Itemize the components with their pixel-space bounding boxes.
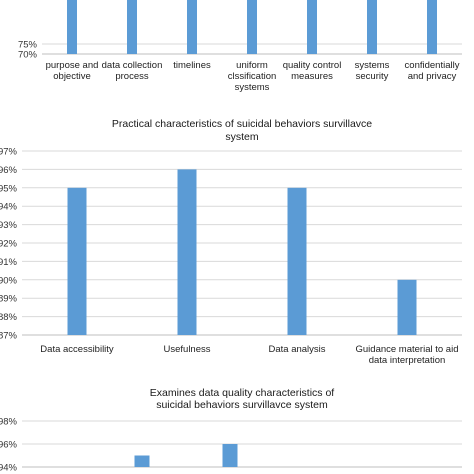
chart-title: suicidal behaviors survillavce system <box>156 399 328 411</box>
y-tick-label: 98% <box>0 417 18 428</box>
x-category-label: systems <box>235 82 270 93</box>
x-category-label: quality control <box>283 60 342 71</box>
x-category-label: data collection <box>102 60 163 71</box>
chart-title: Examines data quality characteristics of <box>150 387 334 399</box>
x-category-label: measures <box>291 71 333 82</box>
x-category-label: timelines <box>173 60 211 71</box>
y-tick-label: 75% <box>18 40 38 51</box>
x-category-label: and privacy <box>408 71 457 82</box>
y-tick-label: 94% <box>0 202 18 213</box>
x-category-label: confidentially <box>405 60 460 71</box>
bar <box>177 169 197 335</box>
bar <box>134 455 150 467</box>
x-category-label: Usefulness <box>164 344 211 355</box>
chart-title: Practical characteristics of suicidal be… <box>112 118 372 130</box>
x-category-label: objective <box>53 71 91 82</box>
y-tick-label: 92% <box>0 239 18 250</box>
bar <box>127 0 137 54</box>
bar <box>247 0 257 54</box>
y-tick-label: 89% <box>0 294 18 305</box>
x-category-label: process <box>115 71 149 82</box>
y-tick-label: 88% <box>0 312 18 323</box>
y-tick-label: 94% <box>0 463 18 474</box>
x-category-label: data interpretation <box>369 355 446 366</box>
y-tick-label: 91% <box>0 257 18 268</box>
y-tick-label: 87% <box>0 331 18 342</box>
y-tick-label: 96% <box>0 165 18 176</box>
bar <box>427 0 437 54</box>
x-category-label: Data accessibility <box>40 344 114 355</box>
x-category-label: Guidance material to aid <box>356 344 459 355</box>
x-category-label: purpose and <box>46 60 99 71</box>
bar <box>67 187 87 335</box>
y-tick-label: 96% <box>0 440 18 451</box>
y-tick-label: 70% <box>18 50 38 61</box>
chart-2: Practical characteristics of suicidal be… <box>0 118 462 366</box>
bar <box>397 279 417 335</box>
bar <box>67 0 77 54</box>
y-tick-label: 95% <box>0 183 18 194</box>
y-tick-label: 97% <box>0 147 18 158</box>
y-tick-label: 93% <box>0 220 18 231</box>
bar <box>307 0 317 54</box>
x-category-label: clssification <box>228 71 277 82</box>
bar <box>287 187 307 335</box>
x-category-label: Data analysis <box>268 344 325 355</box>
chart-3: Examines data quality characteristics of… <box>0 387 462 474</box>
x-category-label: systems <box>355 60 390 71</box>
bar <box>187 0 197 54</box>
x-category-label: uniform <box>236 60 268 71</box>
x-category-label: security <box>356 71 389 82</box>
chart-title: system <box>225 131 259 143</box>
bar <box>367 0 377 54</box>
y-tick-label: 90% <box>0 275 18 286</box>
bar <box>222 444 238 467</box>
